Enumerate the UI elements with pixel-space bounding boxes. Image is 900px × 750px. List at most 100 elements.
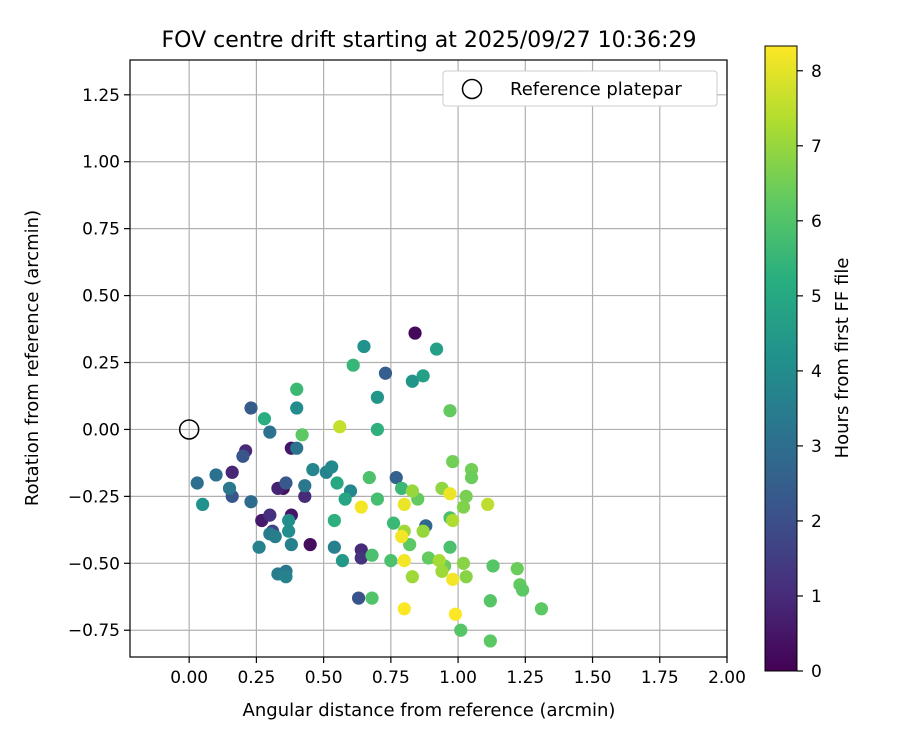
grid-lines [130,60,728,657]
colorbar: 0 1 2 3 4 5 6 7 8 Hours from first FF file [764,45,853,682]
data-point [282,524,296,538]
data-point [534,602,549,616]
reference-platepar-marker [178,419,200,440]
colorbar-tick-label: 7 [811,137,822,157]
x-axis-ticks: 0.00 0.25 0.50 0.75 1.00 1.25 1.50 1.75 2.00 [170,657,746,688]
data-point [378,366,393,380]
data-point [335,554,350,568]
data-point [408,326,422,340]
x-tick-label: 0.50 [305,668,343,688]
data-point [456,556,471,570]
x-tick-label: 0.25 [237,668,275,688]
colorbar-tick-label: 3 [811,437,822,457]
data-point [405,484,419,498]
data-point [405,374,419,388]
y-tick-label: 0.50 [82,287,120,307]
data-point [268,529,282,544]
data-point [389,471,403,485]
data-point [284,537,298,552]
x-tick-label: 0.00 [170,668,208,688]
chart-title: FOV centre drift starting at 2025/09/27 … [162,28,697,53]
data-point [244,401,258,415]
data-point [384,554,398,568]
colorbar-tick-label: 8 [811,62,822,82]
x-tick-label: 0.75 [372,668,410,688]
data-point [365,548,379,562]
colorbar-tick-label: 6 [811,212,822,232]
data-point [290,441,304,455]
data-point [354,500,368,514]
data-point [263,425,277,439]
y-tick-label: 0.00 [82,420,120,440]
y-tick-label: 1.25 [82,86,120,106]
data-point [333,420,347,434]
data-point [298,479,312,493]
data-point [446,513,460,528]
data-point [362,471,376,485]
data-point [456,500,471,514]
colorbar-gradient [764,45,798,672]
data-point [357,339,371,354]
data-point [510,562,524,576]
data-point [397,554,411,568]
data-point [365,591,379,605]
data-point [405,570,419,584]
data-point [303,537,317,552]
colorbar-label: Hours from first FF file [832,258,853,459]
colorbar-tick-label: 4 [811,362,822,382]
data-point [236,449,250,463]
data-point [483,594,497,608]
colorbar-tick-label: 0 [811,662,822,682]
data-point [454,623,468,637]
y-tick-label: −0.75 [68,621,120,641]
data-point [395,481,409,495]
colorbar-ticks: 0 1 2 3 4 5 6 7 8 [797,62,822,682]
data-point [263,508,277,522]
data-point [443,404,457,418]
legend: Reference platepar [442,70,718,107]
data-point [370,422,385,437]
data-point [298,489,312,503]
y-axis-ticks: −0.75 −0.50 −0.25 0.00 0.25 0.50 0.75 1.00 1.25 [68,86,130,641]
data-point [416,524,430,538]
data-point [446,454,460,469]
data-point [346,358,360,372]
data-point [222,481,237,495]
data-point [397,602,411,616]
data-point [279,476,293,490]
data-points [178,326,549,648]
data-point [257,412,272,426]
colorbar-tick-label: 5 [811,287,822,307]
x-tick-label: 1.00 [439,668,477,688]
data-point [370,390,385,404]
data-point [464,471,479,485]
data-point [279,570,293,584]
data-point [225,465,239,479]
x-tick-label: 1.25 [506,668,544,688]
data-point [351,591,366,605]
y-axis-label: Rotation from reference (arcmin) [22,210,43,506]
data-point [443,487,457,501]
x-tick-label: 1.50 [574,668,612,688]
data-point [443,540,457,554]
legend-marker [461,78,483,100]
data-point [416,369,430,383]
data-point [244,495,258,509]
data-point [252,540,266,554]
y-tick-label: 0.25 [82,354,120,374]
y-tick-label: 1.00 [82,153,120,173]
data-point [196,497,210,512]
data-point [327,540,341,554]
data-point [459,570,473,584]
data-point [459,489,473,503]
data-point [295,428,309,442]
data-point [481,497,495,512]
x-axis-label: Angular distance from reference (arcmin) [243,700,616,721]
data-point [395,529,409,544]
data-point [397,497,411,512]
data-point [290,401,304,415]
x-tick-label: 1.75 [641,668,679,688]
plot-frame [129,59,728,658]
data-point [386,516,401,530]
